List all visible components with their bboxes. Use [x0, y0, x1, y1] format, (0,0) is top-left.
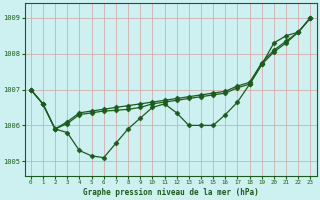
X-axis label: Graphe pression niveau de la mer (hPa): Graphe pression niveau de la mer (hPa)	[83, 188, 259, 197]
